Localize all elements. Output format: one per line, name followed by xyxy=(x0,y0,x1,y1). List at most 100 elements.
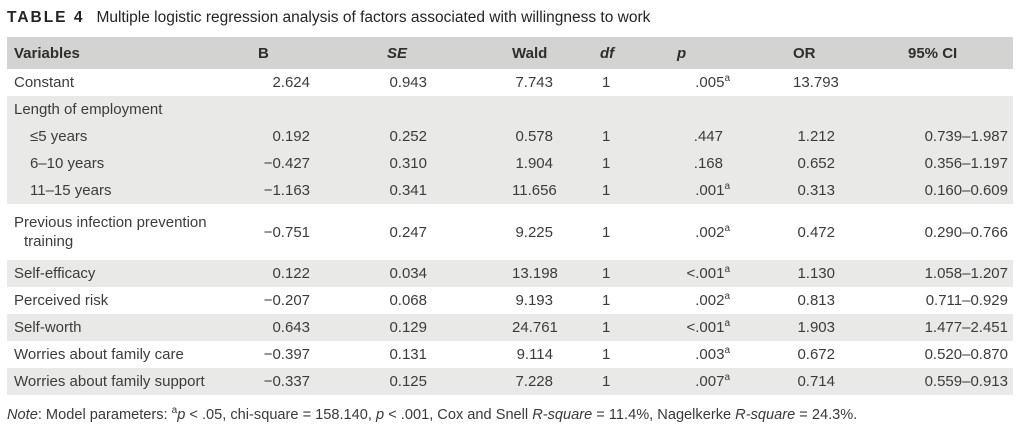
column-header-variable: Variables xyxy=(14,44,80,62)
significance-superscript: a xyxy=(724,181,730,192)
footnote-segment: = 11.4%, Nagelkerke xyxy=(592,407,736,423)
cell-p: <.001a xyxy=(686,264,730,283)
cell-or: 1.130 xyxy=(797,265,835,282)
cell-variable: Previous infection prevention training xyxy=(14,214,207,250)
cell-ci: 0.520–0.870 xyxy=(924,346,1008,363)
column-header-se: SE xyxy=(387,44,408,62)
footnote-segment: < .001, Cox and Snell xyxy=(384,407,533,423)
significance-superscript: a xyxy=(724,73,730,84)
cell-p: .005a xyxy=(695,73,730,92)
cell-b: −0.751 xyxy=(263,223,310,241)
significance-superscript: a xyxy=(724,318,730,329)
cell-df: 1 xyxy=(602,155,611,172)
regression-table: Variables B SE Wald df p OR 95% CI Constant 2.62… xyxy=(7,37,1013,395)
table-row: ≤5 years 0.192 0.252 0.578 1 .447 1.212 0.739–1… xyxy=(7,123,1013,150)
table-footnote: Note: Model parameters: ap < .05, chi-sq… xyxy=(7,406,1019,424)
cell-p: .001a xyxy=(695,181,730,200)
cell-ci: 1.058–1.207 xyxy=(924,265,1008,282)
cell-p: .002a xyxy=(695,291,730,310)
cell-ci: 0.559–0.913 xyxy=(924,373,1008,390)
cell-or: 1.903 xyxy=(797,319,835,336)
cell-or: 0.672 xyxy=(797,346,835,363)
cell-se: 0.310 xyxy=(389,155,427,172)
table-row: 6–10 years −0.427 0.310 1.904 1 .168 0.652 0.35… xyxy=(7,150,1013,177)
cell-wald xyxy=(512,96,600,123)
significance-superscript: a xyxy=(724,222,730,234)
footnote-italic-segment: Note xyxy=(7,407,38,423)
column-header-df: df xyxy=(600,44,615,62)
cell-df: 1 xyxy=(602,265,611,282)
cell-wald: 24.761 xyxy=(512,319,558,336)
footnote-segment: : Model parameters: xyxy=(37,407,172,423)
cell-se: 0.341 xyxy=(389,182,427,199)
cell-ci: 0.160–0.609 xyxy=(924,182,1008,199)
cell-df: 1 xyxy=(602,182,611,199)
cell-ci: 1.477–2.451 xyxy=(924,319,1008,336)
cell-se: 0.129 xyxy=(389,319,427,336)
cell-b: −0.207 xyxy=(263,292,310,309)
table-row: Self-worth 0.643 0.129 24.761 1 <.001a 1.903 1.… xyxy=(7,314,1013,341)
cell-p: <.001a xyxy=(686,318,730,337)
cell-se: 0.068 xyxy=(389,292,427,309)
table-row: Previous infection prevention training −0… xyxy=(7,204,1013,260)
cell-variable: Perceived risk xyxy=(14,292,109,309)
cell-se: 0.247 xyxy=(389,223,427,241)
cell-wald: 9.114 xyxy=(516,346,553,363)
cell-variable: Worries about family support xyxy=(14,373,205,390)
cell-or xyxy=(793,96,908,123)
footnote-segment: = 24.3%. xyxy=(795,407,858,423)
table-caption: TABLE 4 Multiple logistic regression anal… xyxy=(7,8,1019,28)
footnote-segment: < .05, chi-square = 158.140, xyxy=(185,407,377,423)
significance-superscript: a xyxy=(724,372,730,383)
cell-ci: 0.739–1.987 xyxy=(924,128,1008,145)
cell-df: 1 xyxy=(602,346,611,363)
cell-df: 1 xyxy=(602,319,611,336)
footnote-italic-segment: R-square xyxy=(735,407,796,423)
cell-or: 0.313 xyxy=(797,182,835,199)
table-number: TABLE 4 xyxy=(7,9,85,26)
cell-df: 1 xyxy=(602,223,611,241)
cell-b: 0.643 xyxy=(272,319,310,336)
table-title: Multiple logistic regression analysis of… xyxy=(96,9,651,26)
cell-b xyxy=(258,96,387,123)
cell-b: −0.337 xyxy=(263,373,310,390)
footnote-italic-segment: p xyxy=(376,407,385,423)
cell-ci xyxy=(908,96,1013,123)
cell-se xyxy=(387,96,512,123)
cell-b: −0.427 xyxy=(263,155,310,172)
header-row: Variables B SE Wald df p OR 95% CI xyxy=(7,37,1013,69)
significance-superscript: a xyxy=(724,264,730,275)
cell-df: 1 xyxy=(602,74,611,91)
cell-b: −0.397 xyxy=(263,346,310,363)
cell-p xyxy=(677,96,793,123)
cell-se: 0.034 xyxy=(389,265,427,282)
cell-df xyxy=(600,96,677,123)
cell-or: 0.714 xyxy=(797,373,835,390)
cell-or: 13.793 xyxy=(793,74,839,91)
column-header-ci: 95% CI xyxy=(908,44,958,62)
cell-b: 0.122 xyxy=(272,265,310,282)
cell-or: 1.212 xyxy=(797,128,835,145)
cell-variable: Constant xyxy=(14,74,75,91)
cell-or: 0.813 xyxy=(797,292,835,309)
cell-variable: Self-efficacy xyxy=(14,265,96,282)
cell-se: 0.125 xyxy=(389,373,427,390)
cell-df: 1 xyxy=(602,128,611,145)
group-row: Length of employment xyxy=(7,96,1013,123)
cell-p: .168 xyxy=(693,155,723,172)
cell-wald: 1.904 xyxy=(515,155,553,172)
cell-ci xyxy=(908,69,1013,96)
cell-p: .007a xyxy=(695,372,730,391)
cell-df: 1 xyxy=(602,292,611,309)
table-row: Worries about family support −0.337 0.125 7… xyxy=(7,368,1013,395)
cell-p: .447 xyxy=(693,128,723,145)
cell-ci: 0.711–0.929 xyxy=(925,292,1008,309)
column-header-p: p xyxy=(677,44,687,62)
cell-se: 0.131 xyxy=(389,346,427,363)
cell-wald: 7.228 xyxy=(515,373,553,390)
cell-or: 0.652 xyxy=(797,155,835,172)
cell-ci: 0.356–1.197 xyxy=(924,155,1008,172)
footnote-italic-segment: R-square xyxy=(532,407,593,423)
cell-variable: Worries about family care xyxy=(14,346,184,363)
